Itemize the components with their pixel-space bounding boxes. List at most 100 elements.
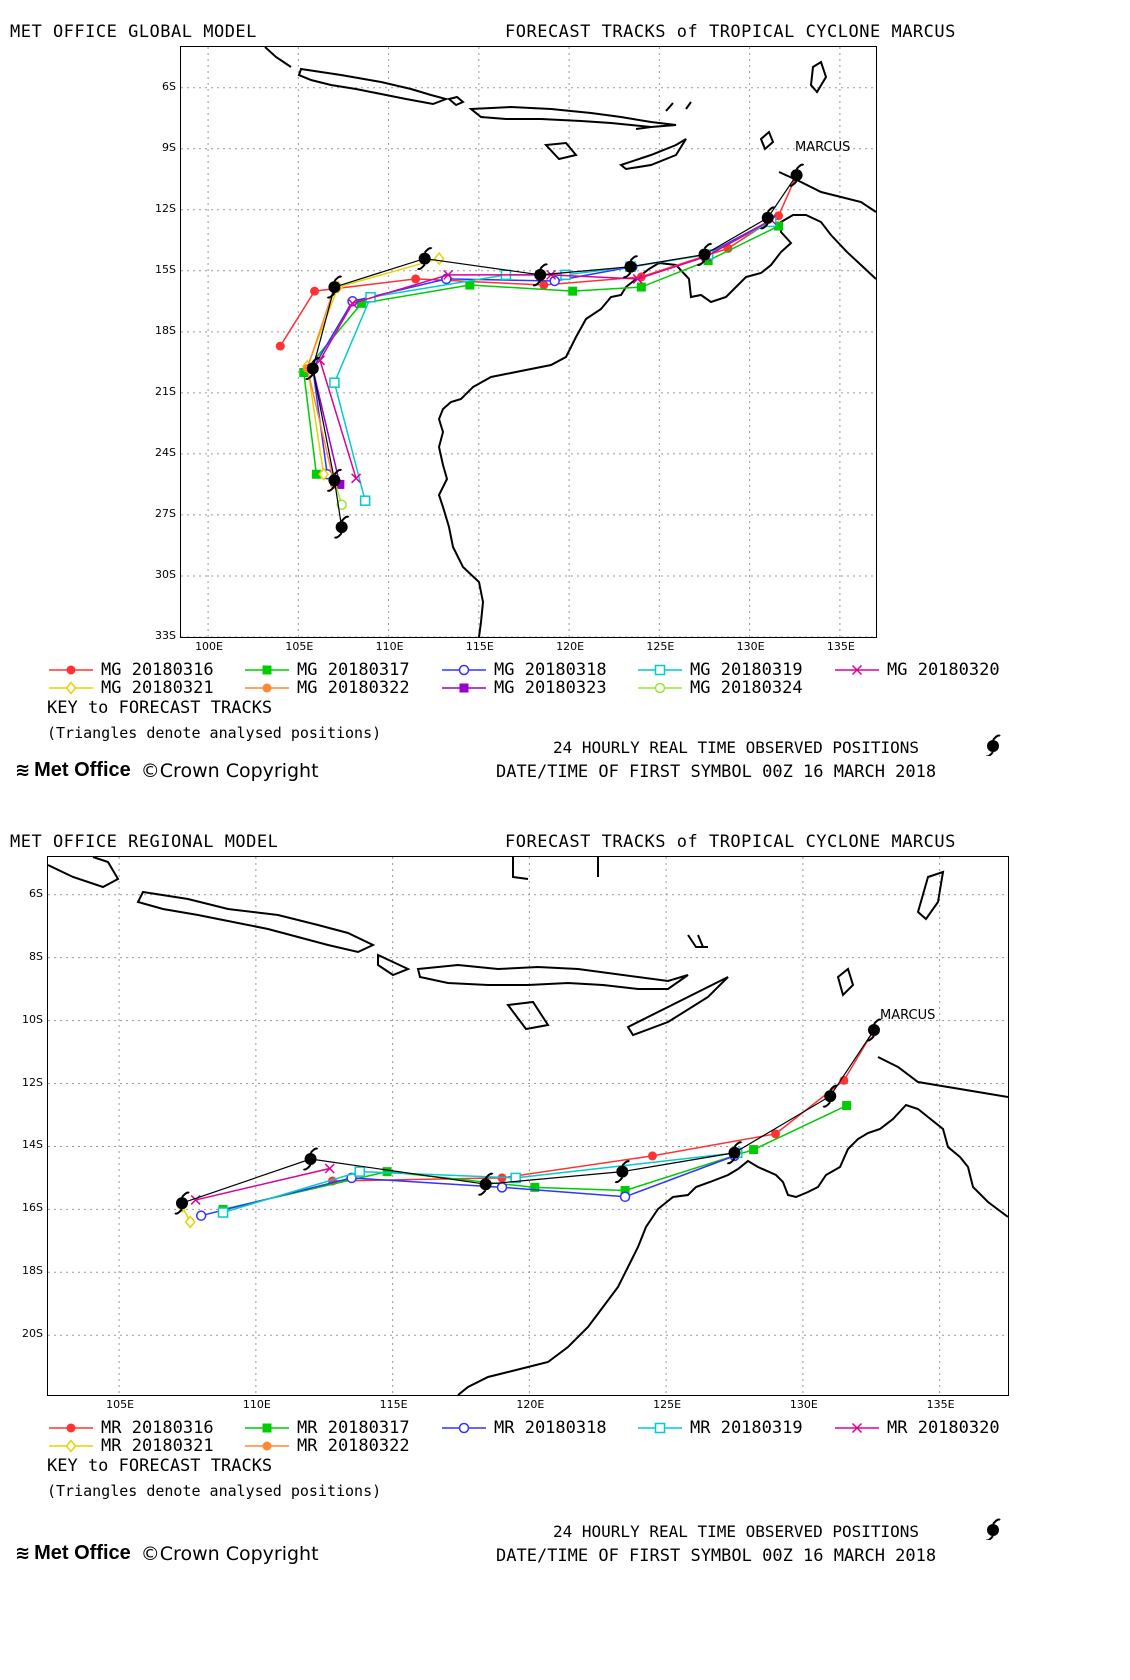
legend-item: MR 20180322 xyxy=(243,1436,410,1456)
track-point-marker xyxy=(619,1191,631,1203)
track-point-marker xyxy=(510,1172,521,1184)
cyclone-symbol-icon xyxy=(696,243,713,267)
y-tick-label: 18S xyxy=(155,323,176,337)
legend-swatch xyxy=(49,1439,93,1453)
legend-swatch xyxy=(245,1441,289,1451)
legend-label: MR 20180319 xyxy=(690,1418,803,1438)
track-point-marker xyxy=(351,473,362,484)
track-point-marker xyxy=(458,664,470,676)
x-tick-label: 120E xyxy=(516,1398,545,1411)
observed-track-line xyxy=(312,174,798,528)
sumba-coast xyxy=(543,141,578,161)
legend-label: MR 20180316 xyxy=(101,1418,214,1438)
track-point-marker xyxy=(262,1423,272,1433)
x-tick-label: 130E xyxy=(789,1398,818,1411)
track-point-marker xyxy=(262,1441,272,1451)
track-point-marker xyxy=(620,1185,630,1195)
forecast-track-line xyxy=(319,219,772,479)
regional-coastlines xyxy=(48,857,1008,1395)
legend-item: MG 20180324 xyxy=(636,678,803,698)
cyclone-symbol-icon xyxy=(174,1191,190,1215)
regional-observed-label: 24 HOURLY REAL TIME OBSERVED POSITIONS xyxy=(553,1522,920,1541)
track-point-marker xyxy=(458,1422,470,1434)
regional-key-title: KEY to FORECAST TRACKS xyxy=(47,1456,273,1476)
legend-item: MG 20180316 xyxy=(47,660,214,680)
global-met-office-logo: ≋ Met Office ©Crown Copyright xyxy=(15,759,319,782)
legend-item: MR 20180316 xyxy=(47,1418,214,1438)
lesser-sunda-coast xyxy=(416,963,689,990)
forecast-track-line xyxy=(200,1155,735,1217)
x-tick-label: 110E xyxy=(375,640,404,653)
track-point-marker xyxy=(465,280,475,290)
forecast-track-line xyxy=(306,257,440,475)
global-observed-label: 24 HOURLY REAL TIME OBSERVED POSITIONS xyxy=(553,738,920,757)
global-map-canvas xyxy=(181,47,876,637)
legend-label: MG 20180316 xyxy=(101,660,214,680)
legend-label: MG 20180323 xyxy=(494,678,607,698)
legend-label: MG 20180321 xyxy=(101,678,214,698)
track-point-marker xyxy=(347,298,358,309)
legend-label: MG 20180319 xyxy=(690,660,803,680)
y-tick-label: 20S xyxy=(22,1327,43,1341)
sumatra-coast xyxy=(264,47,292,68)
track-point-marker xyxy=(357,298,367,308)
sumba-coast xyxy=(506,1000,550,1031)
x-tick-label: 110E xyxy=(242,1398,271,1411)
tanimbar-coast xyxy=(759,130,775,151)
global-first-symbol: DATE/TIME OF FIRST SYMBOL 00Z 16 MARCH 2… xyxy=(496,762,937,782)
y-tick-label: 18S xyxy=(22,1264,43,1278)
track-point-marker xyxy=(359,495,371,506)
cyclone-symbol-icon xyxy=(788,163,805,187)
cyclone-symbol-icon xyxy=(302,1147,319,1171)
x-tick-label: 120E xyxy=(556,640,585,653)
seram-coast xyxy=(916,870,945,921)
panel-global-model-title: MET OFFICE GLOBAL MODEL xyxy=(10,22,257,42)
bali-coast xyxy=(377,953,411,977)
java-coast xyxy=(297,67,450,106)
legend-item: MG 20180317 xyxy=(243,660,410,680)
track-point-marker xyxy=(851,1422,863,1434)
legend-label: MG 20180317 xyxy=(297,660,410,680)
legend-label: MG 20180320 xyxy=(887,660,1000,680)
y-tick-label: 24S xyxy=(155,445,176,459)
forecast-track-line xyxy=(332,1029,875,1182)
track-point-marker xyxy=(195,1210,207,1221)
global-map xyxy=(180,46,877,638)
y-tick-label: 33S xyxy=(155,629,176,642)
timor-coast xyxy=(618,138,687,171)
track-point-marker xyxy=(65,1439,77,1453)
track-point-marker xyxy=(647,1151,657,1161)
australia-coast xyxy=(437,214,876,637)
x-tick-label: 130E xyxy=(736,640,765,653)
east-islands xyxy=(635,101,692,130)
cyclone-symbol-icon xyxy=(305,356,321,380)
track-point-marker xyxy=(311,469,321,479)
legend-swatch xyxy=(442,683,486,693)
track-point-marker xyxy=(275,341,285,351)
track-point-marker xyxy=(703,256,713,266)
legend-item: MG 20180323 xyxy=(440,678,607,698)
regional-first-symbol: DATE/TIME OF FIRST SYMBOL 00Z 16 MARCH 2… xyxy=(496,1546,937,1566)
legend-swatch xyxy=(835,1422,879,1434)
global-grid xyxy=(181,47,876,637)
track-point-marker xyxy=(636,282,646,292)
x-tick-label: 105E xyxy=(106,1398,135,1411)
legend-item: MR 20180317 xyxy=(243,1418,410,1438)
legend-swatch xyxy=(638,1422,682,1434)
legend-item: MR 20180321 xyxy=(47,1436,214,1456)
y-tick-label: 30S xyxy=(155,567,176,581)
x-tick-label: 125E xyxy=(653,1398,682,1411)
legend-item: MG 20180321 xyxy=(47,678,214,698)
track-point-marker xyxy=(568,286,578,296)
track-point-marker xyxy=(299,368,309,378)
track-point-marker xyxy=(324,1163,335,1174)
y-tick-label: 21S xyxy=(155,384,176,398)
legend-swatch xyxy=(442,1422,486,1434)
track-point-marker xyxy=(842,1101,852,1111)
track-point-marker xyxy=(496,1182,508,1193)
global-key-title: KEY to FORECAST TRACKS xyxy=(47,698,273,718)
track-point-marker xyxy=(433,251,445,266)
x-tick-label: 125E xyxy=(646,640,675,653)
track-point-marker xyxy=(262,665,272,675)
forecast-track-line xyxy=(195,1167,330,1201)
